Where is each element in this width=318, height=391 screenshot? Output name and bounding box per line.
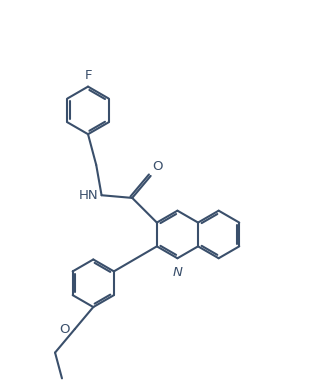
Text: HN: HN [79, 189, 98, 202]
Text: F: F [84, 69, 92, 82]
Text: O: O [153, 160, 163, 173]
Text: O: O [59, 323, 70, 335]
Text: N: N [173, 265, 183, 279]
